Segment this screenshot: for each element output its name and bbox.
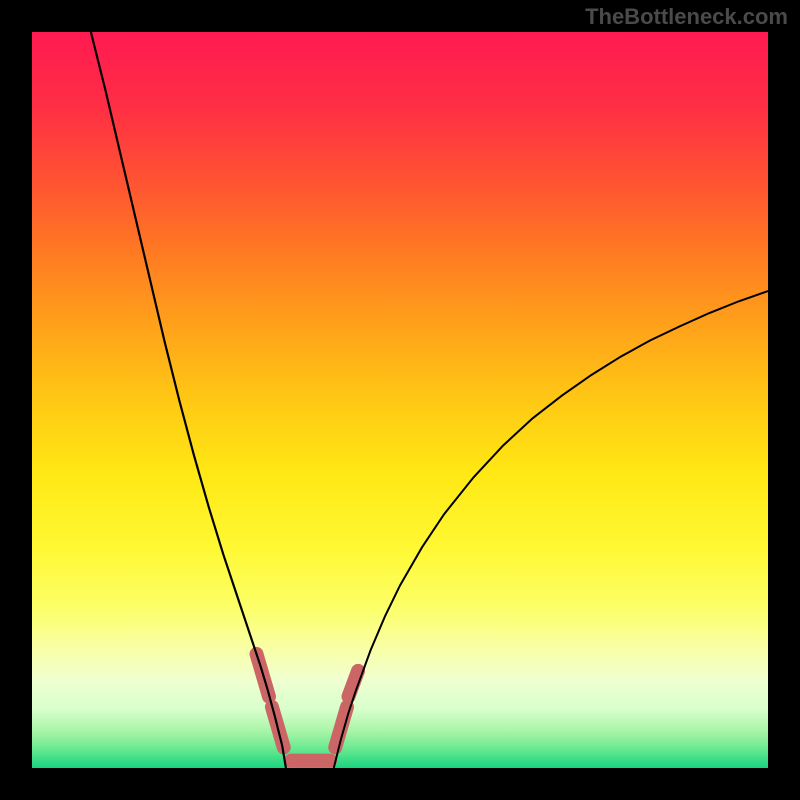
marker-segment bbox=[348, 671, 358, 697]
chart-svg bbox=[32, 32, 768, 768]
plot-area bbox=[32, 32, 768, 768]
watermark-text: TheBottleneck.com bbox=[585, 4, 788, 30]
right-curve bbox=[334, 291, 768, 768]
left-curve bbox=[91, 32, 286, 768]
